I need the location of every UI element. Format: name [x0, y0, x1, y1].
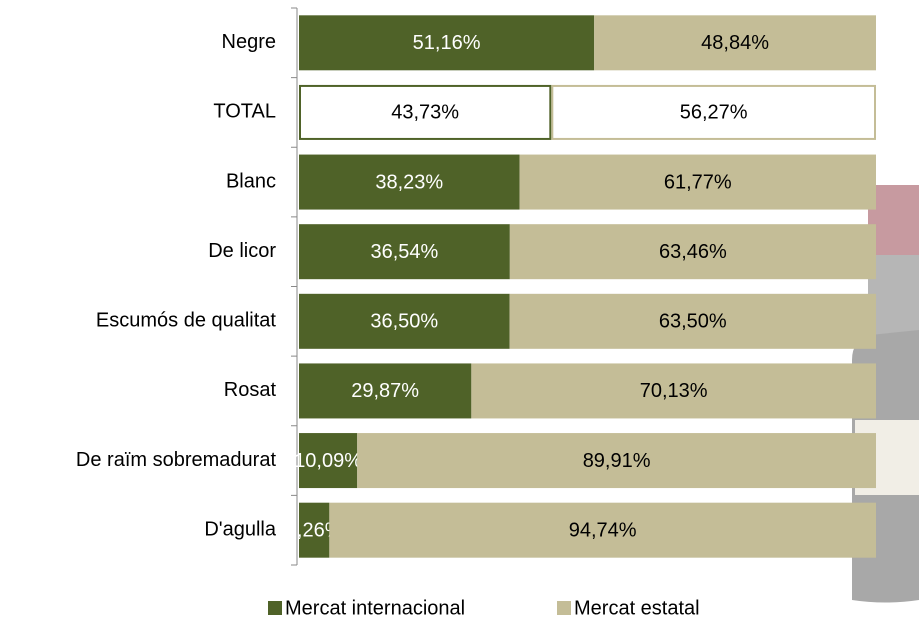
data-label: 29,87%: [351, 380, 419, 402]
legend-label: Mercat internacional: [285, 597, 465, 619]
y-tick-label: D'agulla: [204, 518, 277, 540]
legend-swatch: [557, 601, 571, 615]
data-label: 51,16%: [413, 32, 481, 54]
data-label: 89,91%: [583, 450, 651, 472]
data-label: 36,54%: [370, 241, 438, 263]
y-tick-label: TOTAL: [213, 101, 276, 123]
data-label: 63,46%: [659, 241, 727, 263]
legend-label: Mercat estatal: [574, 597, 700, 619]
data-label: 70,13%: [640, 380, 708, 402]
data-label: 61,77%: [664, 171, 732, 193]
data-label: 43,73%: [391, 102, 459, 124]
legend-swatch: [268, 601, 282, 615]
y-tick-label: Blanc: [226, 170, 276, 192]
data-label: 56,27%: [680, 102, 748, 124]
data-label: 10,09%: [294, 450, 362, 472]
chart: Negre 51,16% 48,84% TOTAL 43,73% 56,27% Blanc 3…: [0, 0, 919, 630]
data-label: 94,74%: [569, 519, 637, 541]
y-tick-label: De raïm sobremadurat: [76, 449, 277, 471]
y-tick-label: Negre: [222, 31, 276, 53]
y-tick-label: De licor: [208, 240, 276, 262]
y-tick-label: Rosat: [224, 379, 277, 401]
data-label: 63,50%: [659, 311, 727, 333]
data-label: 38,23%: [375, 171, 443, 193]
y-tick-label: Escumós de qualitat: [96, 310, 277, 332]
data-label: 48,84%: [701, 32, 769, 54]
data-label: 36,50%: [370, 311, 438, 333]
